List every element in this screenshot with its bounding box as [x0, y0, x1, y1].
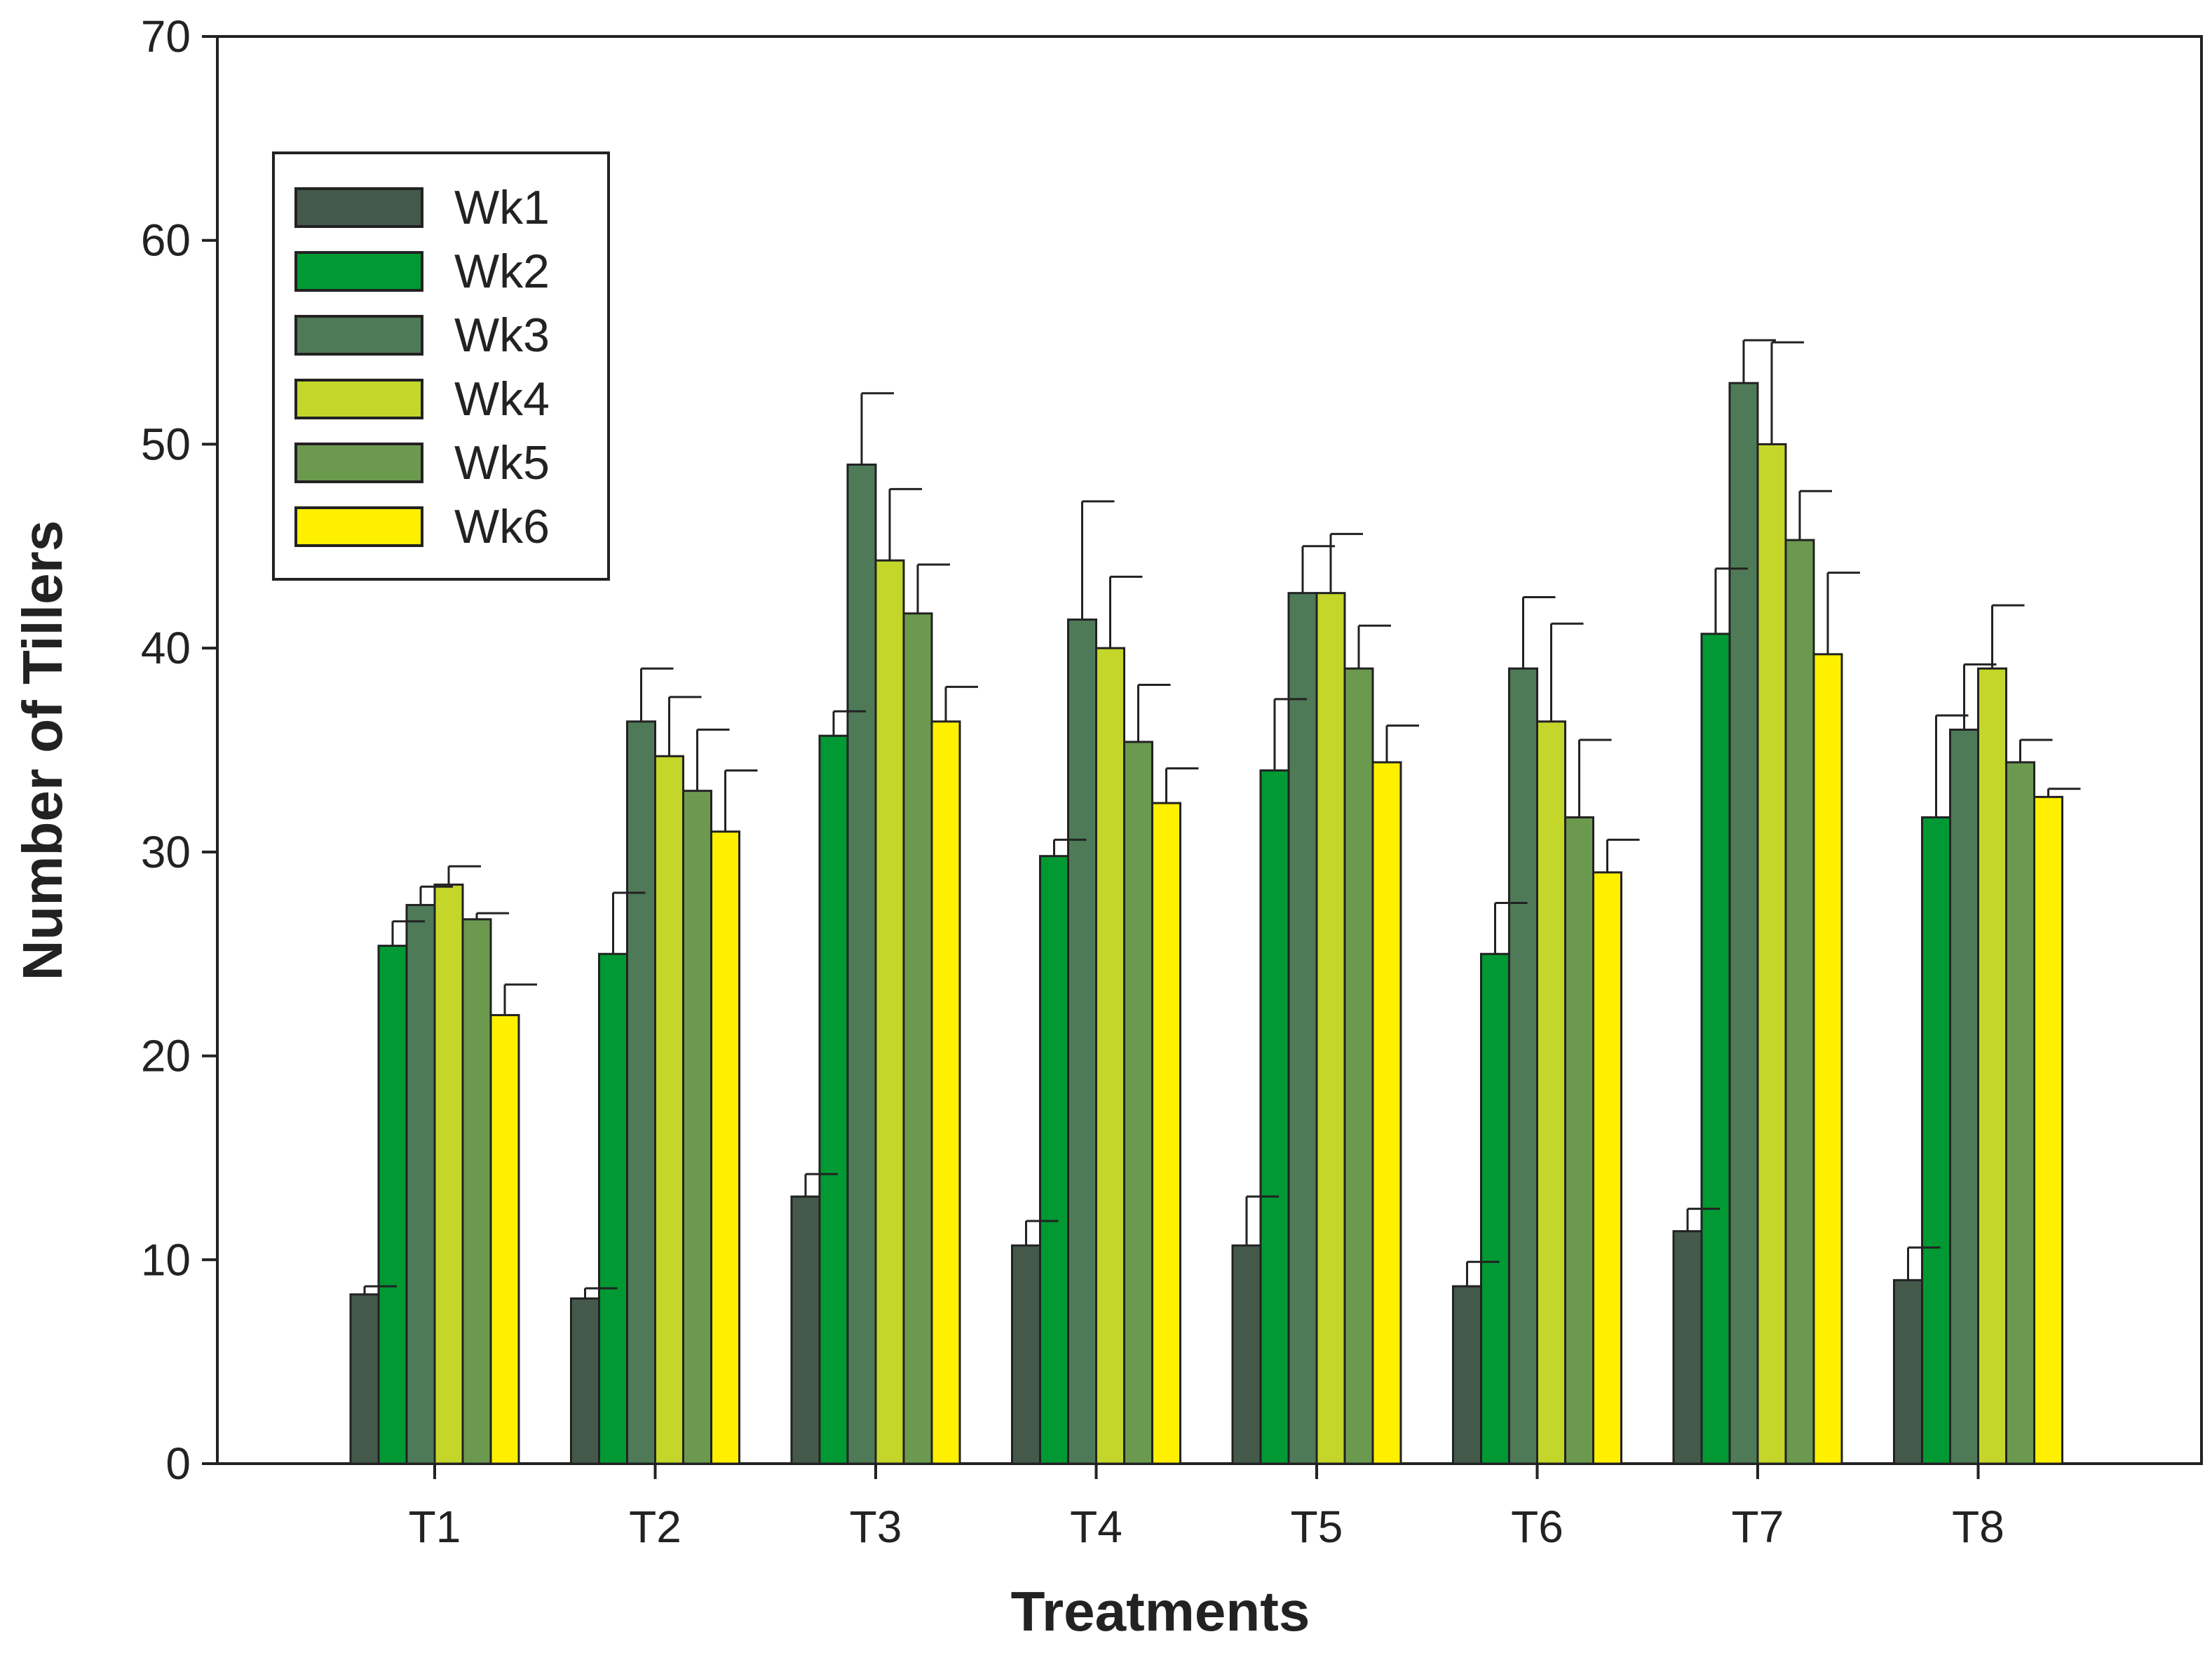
x-tick-label-t5: T5 [1291, 1502, 1343, 1552]
legend-swatch-wk1 [294, 187, 423, 228]
y-tick-label: 0 [165, 1438, 191, 1489]
y-tick-label: 40 [141, 623, 191, 673]
bar-t3-wk3 [846, 464, 877, 1465]
bar-t7-wk2 [1700, 633, 1731, 1465]
bar-t1-wk6 [489, 1013, 520, 1465]
x-axis: T1 T2 T3 T4 T5 T6 T7 T8 [409, 1464, 2004, 1552]
legend: Wk1 Wk2 Wk3 Wk4 Wk5 Wk6 [272, 151, 610, 581]
bar-t2-wk5 [682, 790, 712, 1465]
x-tick-label-t7: T7 [1732, 1502, 1784, 1552]
bar-t4-wk3 [1067, 618, 1097, 1465]
bar-t2-wk3 [626, 720, 656, 1465]
bar-t7-wk4 [1756, 443, 1787, 1465]
bar-t7-wk6 [1812, 653, 1843, 1465]
bar-t7-wk1 [1672, 1230, 1703, 1465]
bar-t4-wk4 [1095, 647, 1125, 1465]
bar-t6-wk2 [1480, 952, 1510, 1465]
bar-t5-wk5 [1343, 667, 1374, 1465]
legend-label-wk4: Wk4 [454, 372, 550, 426]
legend-swatch-wk4 [294, 379, 423, 419]
bar-t8-wk2 [1921, 816, 1951, 1465]
bar-t3-wk5 [902, 612, 933, 1465]
bar-t8-wk6 [2033, 795, 2063, 1465]
legend-swatch-wk2 [294, 251, 423, 292]
y-axis: 0 10 20 30 40 50 60 70 [141, 11, 217, 1489]
bar-t4-wk5 [1123, 741, 1153, 1465]
legend-swatch-wk5 [294, 443, 423, 483]
bar-t3-wk6 [930, 720, 961, 1465]
bars-layer [349, 382, 2063, 1465]
bar-t8-wk4 [1977, 667, 2007, 1465]
bar-t2-wk6 [710, 830, 740, 1465]
bar-t8-wk1 [1893, 1278, 1923, 1465]
bar-t5-wk6 [1371, 761, 1402, 1465]
x-tick-label-t4: T4 [1070, 1502, 1122, 1552]
x-tick-label-t6: T6 [1511, 1502, 1563, 1552]
bar-t1-wk3 [405, 903, 436, 1465]
bar-t1-wk1 [349, 1293, 380, 1465]
legend-label-wk3: Wk3 [454, 309, 550, 362]
legend-label-wk6: Wk6 [454, 500, 550, 553]
y-axis-title: Number of Tillers [11, 520, 74, 980]
bar-t2-wk2 [598, 952, 628, 1465]
legend-label-wk2: Wk2 [454, 245, 550, 298]
bar-t8-wk3 [1949, 728, 1979, 1465]
bar-t6-wk1 [1452, 1285, 1482, 1465]
bar-t5-wk4 [1315, 592, 1346, 1465]
bar-t4-wk6 [1151, 802, 1181, 1465]
bar-t3-wk2 [818, 734, 849, 1465]
x-tick-label-t1: T1 [409, 1502, 461, 1552]
bar-t5-wk2 [1259, 769, 1290, 1465]
bar-t4-wk1 [1011, 1244, 1041, 1465]
y-tick-label: 20 [141, 1031, 191, 1081]
legend-swatch-wk6 [294, 506, 423, 547]
x-axis-title: Treatments [1011, 1580, 1310, 1642]
bar-t2-wk1 [570, 1297, 600, 1465]
x-tick-label-t3: T3 [850, 1502, 902, 1552]
y-tick-label: 50 [141, 419, 191, 469]
bar-t5-wk3 [1287, 592, 1318, 1465]
bar-t7-wk3 [1728, 382, 1759, 1465]
y-tick-label: 70 [141, 11, 191, 62]
y-tick-label: 10 [141, 1234, 191, 1285]
error-bars-layer [363, 339, 2081, 1299]
bar-t6-wk6 [1592, 871, 1622, 1465]
y-tick-label: 60 [141, 215, 191, 266]
bar-t5-wk1 [1231, 1244, 1262, 1465]
bar-t7-wk5 [1784, 539, 1815, 1465]
bar-t1-wk5 [461, 918, 492, 1465]
legend-swatch-wk3 [294, 315, 423, 356]
bar-t3-wk1 [790, 1195, 821, 1465]
bar-t1-wk2 [377, 945, 408, 1465]
x-tick-label-t8: T8 [1952, 1502, 2004, 1552]
x-tick-label-t2: T2 [629, 1502, 681, 1552]
plot-frame [216, 35, 2203, 1465]
bar-t8-wk5 [2005, 761, 2035, 1465]
legend-label-wk1: Wk1 [454, 181, 550, 234]
bar-t6-wk5 [1564, 816, 1594, 1465]
bar-t2-wk4 [654, 755, 684, 1465]
bar-t1-wk4 [433, 883, 464, 1465]
bar-t3-wk4 [874, 559, 905, 1465]
bar-t6-wk4 [1536, 720, 1566, 1465]
y-tick-label: 30 [141, 827, 191, 877]
legend-label-wk5: Wk5 [454, 436, 550, 490]
bar-t4-wk2 [1039, 855, 1069, 1465]
bar-t6-wk3 [1508, 667, 1538, 1465]
